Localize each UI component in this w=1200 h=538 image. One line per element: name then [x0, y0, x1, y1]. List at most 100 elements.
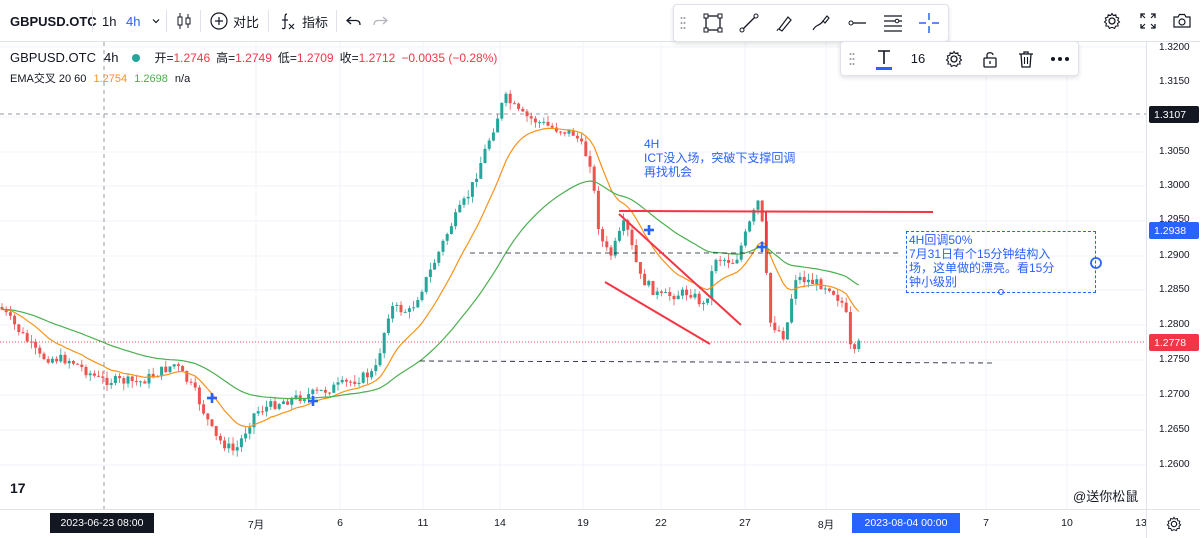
camera-snapshot-icon[interactable]: [1173, 0, 1191, 42]
candle-body: [391, 306, 395, 319]
cross-marker-1[interactable]: [207, 393, 217, 403]
compare-button[interactable]: 对比: [210, 0, 259, 42]
candle-body: [596, 190, 600, 230]
candle-body: [454, 212, 458, 227]
drag-handle-icon[interactable]: [676, 5, 690, 41]
drag-handle-icon[interactable]: [845, 42, 859, 75]
annotation-note-2-box[interactable]: [906, 231, 1096, 293]
candle-body: [361, 372, 365, 383]
chart-legend-ema[interactable]: EMA交叉 20 60 1.2754 1.2698 n/a: [10, 70, 190, 86]
channel-lower-line[interactable]: [604, 281, 711, 345]
candle-body: [76, 363, 80, 365]
candle-body: [168, 366, 172, 373]
indicators-label: 指标: [302, 14, 329, 30]
font-size-selector[interactable]: 16: [910, 51, 926, 66]
symbol-search[interactable]: GBPUSD.OTC: [10, 13, 97, 29]
candle-body: [664, 291, 668, 293]
close-label: 收=: [339, 51, 359, 65]
candle-body: [42, 353, 46, 360]
annotation-note-2[interactable]: 4H回调50% 7月31日有个15分钟结构入 场，这单做的漂亮。看15分 钟小级…: [909, 233, 1054, 289]
candle-body: [172, 364, 176, 367]
candle-body: [827, 288, 831, 292]
undo-icon[interactable]: [346, 0, 362, 42]
candle-body: [651, 280, 655, 295]
horizontal-ray-tool-icon[interactable]: [842, 5, 872, 41]
candle-body: [256, 411, 260, 414]
candle-body: [29, 341, 33, 343]
interval-1h-button[interactable]: 1h: [102, 13, 117, 29]
fx-icon: [281, 13, 295, 30]
candle-body: [315, 389, 319, 391]
time-axis[interactable]: 2023-06-23 08:00 7月 6 11 14 19 22 27 8月 …: [0, 509, 1147, 538]
rectangle-tool-icon[interactable]: [698, 5, 728, 41]
pen-curve-tool-icon[interactable]: [806, 5, 836, 41]
candle-body: [819, 279, 823, 290]
candle-body: [529, 116, 533, 119]
candle-body: [109, 383, 113, 386]
level-price-tag: 1.2938: [1149, 222, 1199, 239]
indicators-button[interactable]: 指标: [280, 0, 328, 42]
unlock-icon[interactable]: [975, 42, 1005, 75]
candle-body: [50, 358, 54, 363]
dashed-level-2-2752[interactable]: [419, 360, 996, 364]
price-tick: 1.2850: [1159, 284, 1190, 295]
interval-4h-button[interactable]: 4h: [126, 13, 141, 29]
annotation-note-1[interactable]: 4H ICT没入场，突破下支撑回调 再找机会: [644, 137, 795, 179]
price-axis[interactable]: 1.3200 1.3150 1.3050 1.3000 1.2950 1.290…: [1146, 42, 1200, 509]
high-label: 高=: [216, 51, 236, 65]
candle-body: [0, 307, 4, 310]
candle-body: [59, 354, 63, 362]
candle-body: [710, 271, 714, 299]
candle-body: [601, 229, 605, 242]
fib-levels-tool-icon[interactable]: [878, 5, 908, 41]
fullscreen-icon[interactable]: [1140, 0, 1156, 42]
redo-icon[interactable]: [372, 0, 388, 42]
price-chart-pane[interactable]: [0, 42, 1146, 509]
candle-body: [731, 262, 735, 264]
axis-settings-gear-icon[interactable]: [1146, 509, 1200, 538]
candle-body: [689, 295, 693, 298]
candle-body: [584, 141, 588, 157]
author-watermark: @送你松鼠: [1073, 489, 1139, 504]
cross-marker-3[interactable]: [644, 225, 654, 235]
interval-dropdown-chevron-icon[interactable]: [151, 0, 161, 42]
more-options-icon[interactable]: [1045, 42, 1075, 75]
candle-body: [412, 307, 416, 309]
user-drawings[interactable]: [207, 210, 1102, 406]
candle-body: [71, 360, 75, 364]
channel-upper-line[interactable]: [618, 213, 742, 326]
candle-body: [538, 122, 542, 124]
candlestick-series: [0, 90, 861, 457]
text-settings-gear-icon[interactable]: [939, 42, 969, 75]
candle-body: [307, 394, 311, 400]
candle-body: [92, 373, 96, 376]
candle-body: [449, 226, 453, 234]
candle-body: [328, 392, 332, 394]
candle-body: [668, 291, 672, 297]
candle-body: [370, 371, 374, 378]
candle-body: [101, 376, 105, 378]
note2-line3: 场，这单做的漂亮。看15分: [909, 261, 1055, 275]
trend-line-tool-icon[interactable]: [734, 5, 764, 41]
candle-body: [823, 288, 827, 290]
note1-line2: 再找机会: [644, 165, 693, 179]
candle-body: [748, 221, 752, 232]
candle-body: [643, 273, 647, 286]
candle-body: [386, 318, 390, 333]
text-color-icon[interactable]: [869, 42, 899, 75]
annotation-anchor-handle[interactable]: [1090, 257, 1102, 269]
legend-symbol[interactable]: GBPUSD.OTC: [10, 50, 96, 65]
candles-chart-type-icon[interactable]: [176, 0, 192, 42]
candle-body: [613, 240, 617, 256]
candle-body: [844, 302, 848, 313]
candle-body: [475, 178, 479, 183]
cross-marker-4[interactable]: [757, 242, 767, 252]
resistance-line-red[interactable]: [618, 210, 934, 213]
settings-gear-icon[interactable]: [1103, 0, 1121, 42]
cross-marker-2[interactable]: [308, 396, 318, 406]
brush-tool-icon[interactable]: [770, 5, 800, 41]
candle-body: [63, 354, 67, 364]
crosshair-tool-icon[interactable]: [914, 5, 944, 41]
tradingview-logo[interactable]: 17: [10, 480, 26, 496]
delete-trash-icon[interactable]: [1011, 42, 1041, 75]
